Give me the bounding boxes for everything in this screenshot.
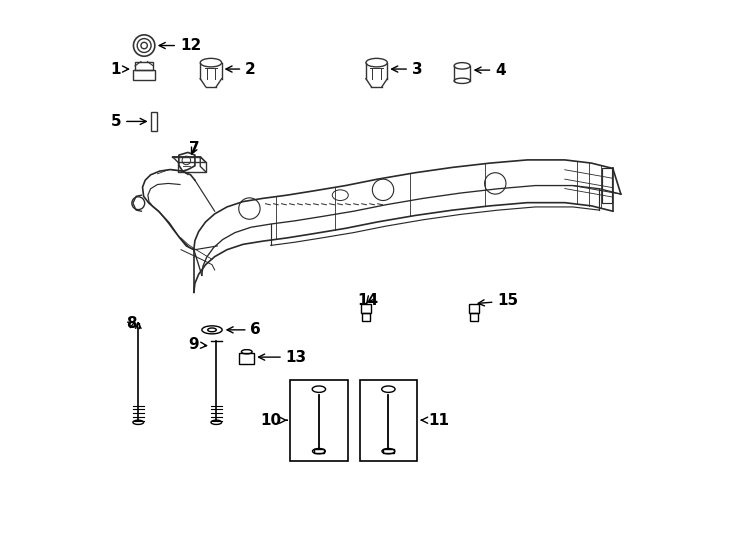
Bar	[362, 313, 370, 321]
Text: 4: 4	[475, 63, 506, 78]
Text: 1: 1	[111, 62, 128, 77]
Bar	[133, 70, 156, 80]
Text: 10: 10	[261, 413, 287, 428]
Text: 15: 15	[479, 294, 518, 308]
Bar	[470, 313, 478, 321]
Text: 14: 14	[357, 294, 379, 308]
Text: 3: 3	[392, 62, 423, 77]
Bar	[360, 380, 417, 461]
Text: 6: 6	[227, 322, 261, 338]
Bar	[360, 303, 371, 313]
Bar	[135, 62, 153, 70]
Bar	[313, 449, 324, 453]
Text: 9: 9	[189, 338, 206, 352]
Text: 13: 13	[258, 349, 307, 364]
Text: 7: 7	[189, 140, 200, 156]
Text: 8: 8	[126, 316, 137, 331]
Bar	[290, 380, 348, 461]
Bar	[150, 112, 157, 131]
Text: 12: 12	[159, 38, 201, 53]
Text: 5: 5	[111, 114, 146, 129]
Text: 2: 2	[226, 62, 256, 77]
Bar	[383, 449, 393, 453]
Bar	[239, 353, 254, 363]
Bar	[602, 168, 611, 203]
Bar	[468, 303, 479, 313]
Text: 11: 11	[421, 413, 449, 428]
